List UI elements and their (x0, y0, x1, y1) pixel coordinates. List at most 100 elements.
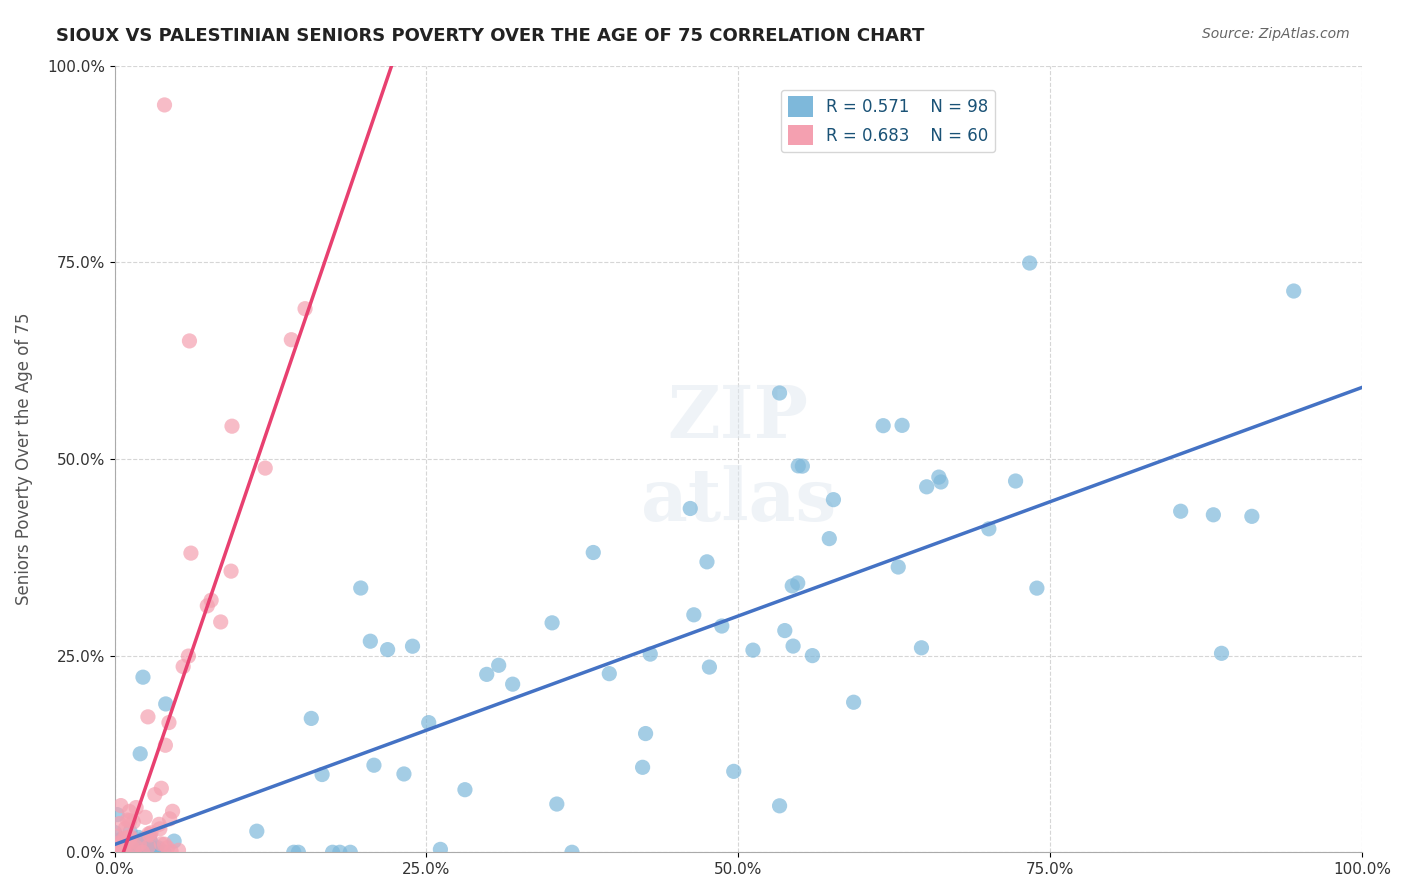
Sioux (132, 670, 155, 684)
Sioux (787, 458, 810, 473)
Sioux (502, 677, 524, 691)
Palestinians (114, 822, 136, 836)
Sioux (129, 838, 152, 852)
Sioux (638, 647, 661, 661)
Sioux (842, 695, 865, 709)
Sioux (682, 607, 704, 622)
Palestinians (254, 461, 277, 475)
Sioux (128, 830, 150, 845)
Sioux (136, 845, 159, 859)
Sioux (339, 845, 361, 859)
Palestinians (153, 98, 176, 112)
Palestinians (118, 831, 141, 846)
Palestinians (172, 659, 194, 673)
Palestinians (219, 564, 242, 578)
Sioux (104, 825, 127, 839)
Sioux (541, 615, 564, 630)
Palestinians (112, 831, 135, 846)
Sioux (283, 845, 305, 859)
Palestinians (114, 840, 136, 855)
Sioux (1018, 256, 1040, 270)
Y-axis label: Seniors Poverty Over the Age of 75: Seniors Poverty Over the Age of 75 (15, 313, 32, 605)
Sioux (801, 648, 824, 663)
Sioux (598, 666, 620, 681)
Palestinians (111, 838, 134, 853)
Palestinians (195, 599, 218, 613)
Sioux (582, 545, 605, 559)
Palestinians (118, 814, 141, 828)
Palestinians (156, 840, 179, 855)
Sioux (153, 845, 176, 859)
Palestinians (139, 828, 162, 842)
Sioux (132, 839, 155, 854)
Sioux (768, 386, 790, 401)
Palestinians (159, 812, 181, 826)
Sioux (110, 838, 132, 853)
Palestinians (180, 546, 202, 560)
Palestinians (177, 649, 200, 664)
Sioux (134, 839, 156, 854)
Sioux (1170, 504, 1192, 518)
Sioux (773, 624, 796, 638)
Sioux (329, 845, 352, 859)
Palestinians (150, 781, 173, 796)
Sioux (377, 642, 399, 657)
Palestinians (125, 840, 148, 855)
Palestinians (162, 805, 184, 819)
Palestinians (179, 334, 201, 348)
Sioux (475, 667, 498, 681)
Sioux (977, 522, 1000, 536)
Palestinians (105, 839, 128, 854)
Sioux (114, 842, 136, 856)
Sioux (142, 843, 165, 857)
Palestinians (114, 831, 136, 846)
Palestinians (112, 838, 135, 852)
Palestinians (111, 837, 134, 851)
Sioux (322, 845, 344, 859)
Palestinians (110, 798, 132, 813)
Sioux (138, 830, 160, 845)
Sioux (146, 840, 169, 855)
Palestinians (121, 840, 143, 855)
Sioux (121, 837, 143, 851)
Palestinians (280, 333, 302, 347)
Palestinians (136, 710, 159, 724)
Palestinians (104, 845, 127, 859)
Sioux (110, 843, 132, 857)
Palestinians (108, 816, 131, 830)
Sioux (929, 475, 952, 489)
Sioux (145, 845, 167, 859)
Sioux (359, 634, 381, 648)
Sioux (823, 492, 845, 507)
Sioux (120, 824, 142, 838)
Sioux (145, 842, 167, 856)
Palestinians (118, 805, 141, 819)
Palestinians (139, 826, 162, 840)
Sioux (915, 480, 938, 494)
Sioux (887, 560, 910, 574)
Sioux (723, 764, 745, 779)
Sioux (401, 639, 423, 653)
Sioux (1240, 509, 1263, 524)
Palestinians (209, 615, 232, 629)
Sioux (780, 579, 803, 593)
Sioux (634, 726, 657, 740)
Palestinians (160, 844, 183, 858)
Palestinians (134, 810, 156, 824)
Palestinians (143, 788, 166, 802)
Sioux (546, 797, 568, 811)
Palestinians (155, 738, 177, 752)
Sioux (114, 835, 136, 849)
Sioux (699, 660, 721, 674)
Sioux (872, 418, 894, 433)
Text: Source: ZipAtlas.com: Source: ZipAtlas.com (1202, 27, 1350, 41)
Palestinians (117, 813, 139, 827)
Palestinians (167, 843, 190, 857)
Sioux (105, 840, 128, 855)
Sioux (679, 501, 702, 516)
Sioux (311, 767, 333, 781)
Sioux (121, 842, 143, 856)
Sioux (110, 832, 132, 847)
Sioux (155, 697, 177, 711)
Sioux (561, 845, 583, 859)
